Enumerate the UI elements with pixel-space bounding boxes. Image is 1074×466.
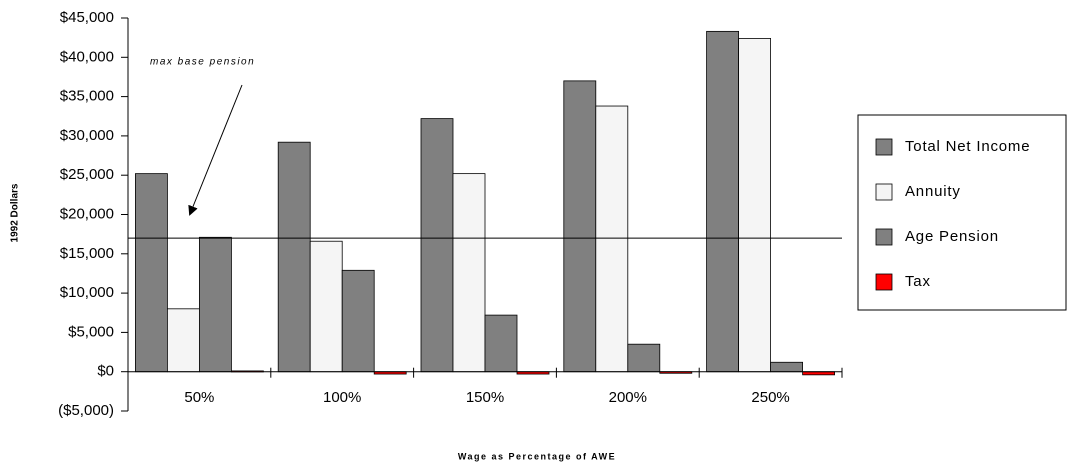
- y-tick-label: $35,000: [60, 88, 114, 105]
- y-tick-label: $25,000: [60, 166, 114, 183]
- x-tick-label: 100%: [323, 389, 361, 406]
- legend-swatch: [875, 228, 893, 246]
- bar: [309, 240, 343, 373]
- bar: [563, 80, 597, 373]
- bar: [341, 269, 375, 373]
- bar: [595, 105, 629, 373]
- y-tick-label: $45,000: [60, 9, 114, 26]
- legend-label: Total Net Income: [905, 138, 1030, 155]
- legend-box: [857, 114, 1067, 311]
- bar: [706, 30, 739, 373]
- legend-swatch: [875, 183, 893, 201]
- bar: [166, 308, 200, 373]
- x-tick-label: 150%: [466, 389, 504, 406]
- x-axis-title: Wage as Percentage of AWE: [458, 451, 616, 461]
- y-tick-label: $5,000: [68, 323, 114, 340]
- y-tick-label: ($5,000): [58, 402, 114, 419]
- y-tick-label: $20,000: [60, 205, 114, 222]
- annotation: max base pension: [150, 57, 255, 68]
- y-tick-label: $30,000: [60, 127, 114, 144]
- bar: [770, 361, 803, 373]
- bar: [134, 173, 168, 373]
- bar: [277, 141, 311, 373]
- legend-label: Age Pension: [905, 228, 999, 245]
- bar: [198, 236, 232, 373]
- y-tick-label: $40,000: [60, 48, 114, 65]
- y-tick-label: $0: [97, 363, 114, 380]
- y-tick-label: $15,000: [60, 245, 114, 262]
- y-axis-title: 1992 Dollars: [10, 183, 21, 242]
- annotation-arrow: [188, 84, 243, 216]
- bar: [484, 314, 518, 373]
- x-tick-label: 200%: [609, 389, 647, 406]
- legend-swatch: [875, 273, 893, 291]
- bar: [738, 38, 771, 373]
- x-tick-label: 50%: [184, 389, 214, 406]
- legend-label: Tax: [905, 273, 931, 290]
- bar: [420, 118, 454, 373]
- y-tick-label: $10,000: [60, 284, 114, 301]
- legend-label: Annuity: [905, 183, 961, 200]
- legend-swatch: [875, 138, 893, 156]
- bar: [452, 173, 486, 373]
- bar: [627, 343, 661, 373]
- x-tick-label: 250%: [751, 389, 789, 406]
